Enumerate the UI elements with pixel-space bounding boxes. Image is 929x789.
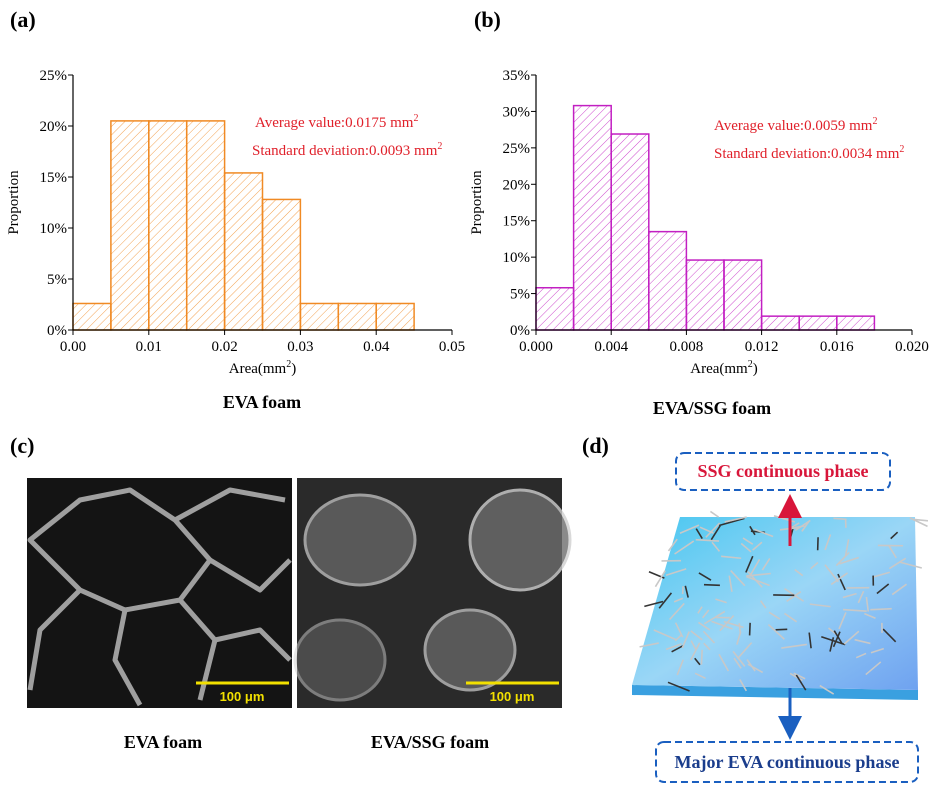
slab bbox=[632, 511, 928, 700]
rich-label: Average value:0.0059 mm2 bbox=[714, 116, 877, 134]
bar bbox=[837, 316, 875, 330]
bar bbox=[686, 260, 724, 330]
bar bbox=[799, 316, 837, 330]
figure: (c) 100 μm 100 μm EVA foam EVA/SSG foam … bbox=[0, 0, 929, 789]
y-tick-label: 15% bbox=[40, 170, 68, 186]
bar bbox=[263, 199, 301, 330]
x-tick-label: 0.05 bbox=[439, 339, 465, 355]
y-tick-label: 35% bbox=[503, 68, 531, 84]
x-tick-label: 0.01 bbox=[136, 339, 162, 355]
scale-bar-label: 100 μm bbox=[490, 689, 535, 704]
bar bbox=[187, 121, 225, 330]
y-tick-label: 5% bbox=[47, 272, 67, 288]
y-tick-label: 25% bbox=[503, 141, 531, 157]
bar bbox=[724, 260, 762, 330]
chart-caption: EVA foam bbox=[223, 392, 301, 412]
superscript: 2 bbox=[899, 144, 904, 155]
y-tick-label: 10% bbox=[503, 250, 531, 266]
bar bbox=[611, 134, 649, 330]
y-tick-label: 30% bbox=[503, 104, 531, 120]
crack bbox=[710, 511, 718, 517]
panel-label: (b) bbox=[474, 7, 501, 32]
crack bbox=[870, 609, 891, 610]
crack bbox=[704, 585, 720, 586]
x-tick-label: 0.00 bbox=[60, 339, 86, 355]
y-tick-label: 0% bbox=[510, 323, 530, 339]
rich-label: Area(mm2) bbox=[229, 359, 296, 377]
rich-label: Average value:0.0175 mm2 bbox=[255, 113, 418, 131]
x-tick-label: 0.04 bbox=[363, 339, 390, 355]
x-tick-label: 0.004 bbox=[594, 339, 628, 355]
crack bbox=[683, 586, 684, 594]
x-tick-label: 0.016 bbox=[820, 339, 854, 355]
label-text: ) bbox=[291, 361, 296, 377]
scale-bar-label: 100 μm bbox=[220, 689, 265, 704]
superscript: 2 bbox=[413, 113, 418, 124]
x-tick-label: 0.012 bbox=[745, 339, 779, 355]
chart-caption: EVA/SSG foam bbox=[653, 398, 771, 418]
bar bbox=[225, 173, 263, 330]
bar bbox=[300, 303, 338, 330]
bar bbox=[536, 288, 574, 330]
image-caption: EVA foam bbox=[124, 732, 202, 752]
crack bbox=[833, 518, 846, 519]
bar bbox=[574, 106, 612, 330]
x-tick-label: 0.000 bbox=[519, 339, 553, 355]
bar bbox=[111, 121, 149, 330]
y-tick-label: 5% bbox=[510, 287, 530, 303]
label-text: Average value:0.0175 mm bbox=[255, 115, 414, 131]
y-axis-label: Proportion bbox=[469, 170, 485, 235]
panel-label: (c) bbox=[10, 433, 34, 458]
y-tick-label: 15% bbox=[503, 214, 531, 230]
bar bbox=[762, 316, 800, 330]
superscript: 2 bbox=[437, 141, 442, 152]
y-tick-label: 0% bbox=[47, 323, 67, 339]
diagram-label: SSG continuous phase bbox=[697, 461, 868, 481]
rich-label: Standard deviation:0.0093 mm2 bbox=[252, 141, 442, 159]
x-tick-label: 0.020 bbox=[895, 339, 929, 355]
crack bbox=[701, 650, 702, 665]
label-text: Standard deviation:0.0034 mm bbox=[714, 146, 900, 162]
label-text: ) bbox=[753, 361, 758, 377]
y-tick-label: 20% bbox=[40, 119, 68, 135]
bar bbox=[376, 303, 414, 330]
y-tick-label: 20% bbox=[503, 177, 531, 193]
y-tick-label: 25% bbox=[40, 68, 68, 84]
crack bbox=[750, 623, 751, 636]
label-text: Area(mm bbox=[690, 361, 748, 377]
image-caption: EVA/SSG foam bbox=[371, 732, 489, 752]
diagram-label: Major EVA continuous phase bbox=[675, 752, 900, 772]
label-text: Area(mm bbox=[229, 361, 287, 377]
superscript: 2 bbox=[872, 116, 877, 127]
bar bbox=[338, 303, 376, 330]
bar bbox=[149, 121, 187, 330]
y-axis-label: Proportion bbox=[6, 170, 22, 235]
rich-label: Standard deviation:0.0034 mm2 bbox=[714, 144, 904, 162]
x-tick-label: 0.03 bbox=[287, 339, 313, 355]
sem-image: 100 μm 100 μm bbox=[27, 478, 570, 708]
panel-label: (d) bbox=[582, 433, 609, 458]
y-tick-label: 10% bbox=[40, 221, 68, 237]
label-text: Standard deviation:0.0093 mm bbox=[252, 143, 438, 159]
panel-label: (a) bbox=[10, 7, 36, 32]
bar bbox=[73, 303, 111, 330]
label-text: Average value:0.0059 mm bbox=[714, 118, 873, 134]
x-tick-label: 0.008 bbox=[670, 339, 704, 355]
bar bbox=[649, 232, 687, 330]
x-tick-label: 0.02 bbox=[211, 339, 237, 355]
rich-label: Area(mm2) bbox=[690, 359, 757, 377]
